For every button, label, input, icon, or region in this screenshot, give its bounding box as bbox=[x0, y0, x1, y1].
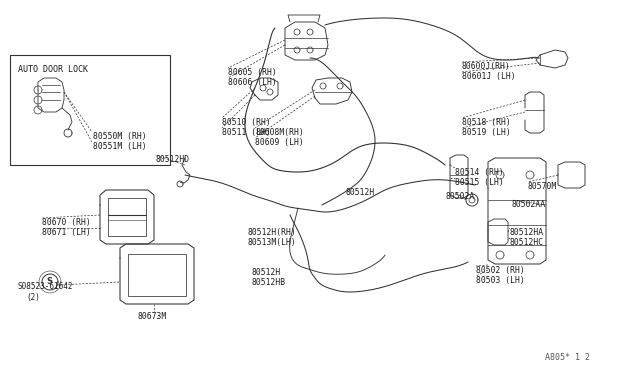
Text: 80609 (LH): 80609 (LH) bbox=[255, 138, 304, 147]
Text: S08523-61642: S08523-61642 bbox=[18, 282, 74, 291]
Text: 80512HC: 80512HC bbox=[510, 238, 544, 247]
Text: S: S bbox=[46, 277, 52, 286]
Text: (2): (2) bbox=[26, 293, 40, 302]
Text: AUTO DOOR LOCK: AUTO DOOR LOCK bbox=[18, 65, 88, 74]
Text: 80502 (RH): 80502 (RH) bbox=[476, 266, 525, 275]
Text: 80512H(RH): 80512H(RH) bbox=[248, 228, 297, 237]
Text: 80519 (LH): 80519 (LH) bbox=[462, 128, 511, 137]
Text: 80518 (RH): 80518 (RH) bbox=[462, 118, 511, 127]
Bar bbox=[10, 55, 170, 165]
Text: 80512HA: 80512HA bbox=[510, 228, 544, 237]
Text: 80515 (LH): 80515 (LH) bbox=[455, 178, 504, 187]
Text: 80502A: 80502A bbox=[445, 192, 474, 201]
Text: 80606 (LH): 80606 (LH) bbox=[228, 78, 276, 87]
Text: 80503 (LH): 80503 (LH) bbox=[476, 276, 525, 285]
Text: 80514 (RH): 80514 (RH) bbox=[455, 168, 504, 177]
Text: 80601J (LH): 80601J (LH) bbox=[462, 72, 516, 81]
Text: 80570M: 80570M bbox=[528, 182, 557, 191]
Text: 80608M(RH): 80608M(RH) bbox=[255, 128, 304, 137]
Text: 80512HD: 80512HD bbox=[155, 155, 189, 164]
Text: 80511 (LH): 80511 (LH) bbox=[222, 128, 271, 137]
Bar bbox=[108, 198, 146, 236]
Text: 80671 (LH): 80671 (LH) bbox=[42, 228, 91, 237]
Text: 80605 (RH): 80605 (RH) bbox=[228, 68, 276, 77]
Text: 80550M (RH): 80550M (RH) bbox=[93, 132, 147, 141]
Text: 80512H: 80512H bbox=[345, 188, 374, 197]
Bar bbox=[128, 254, 186, 296]
Text: 80512H: 80512H bbox=[252, 268, 281, 277]
Text: 80670 (RH): 80670 (RH) bbox=[42, 218, 91, 227]
Text: 80673M: 80673M bbox=[137, 312, 166, 321]
Text: A805* 1 2: A805* 1 2 bbox=[545, 353, 590, 362]
Text: 80513M(LH): 80513M(LH) bbox=[248, 238, 297, 247]
Text: 80512HB: 80512HB bbox=[252, 278, 286, 287]
Text: 80551M (LH): 80551M (LH) bbox=[93, 142, 147, 151]
Text: 80502AA: 80502AA bbox=[512, 200, 546, 209]
Text: 80510 (RH): 80510 (RH) bbox=[222, 118, 271, 127]
Text: 80600J(RH): 80600J(RH) bbox=[462, 62, 511, 71]
